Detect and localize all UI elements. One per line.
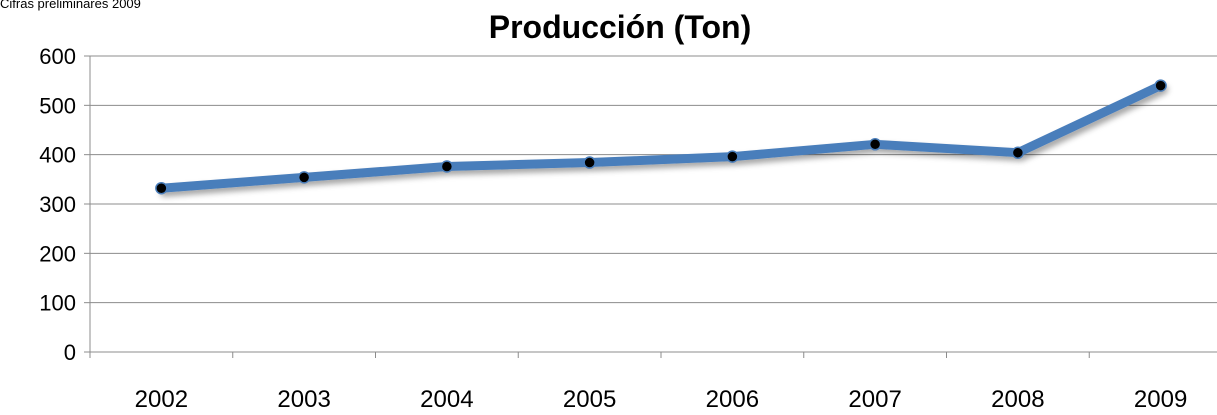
series-production [155,79,1167,195]
y-tick-label-500: 500 [39,93,76,118]
axes [84,55,1217,358]
data-point-2006 [726,150,739,163]
y-tick-label-100: 100 [39,291,76,316]
tick-labels: 0 100 200 300 400 500 600 2002 2003 2004 2005 2006 2… [39,44,1187,413]
data-point-2005 [583,156,596,169]
x-tick-label-2007: 2007 [848,386,901,413]
series-line-0 [156,81,1166,193]
footnote: Cifras preliminares 2009 [0,0,141,11]
x-tick-label-2009: 2009 [1134,386,1187,413]
y-tick-label-600: 600 [39,44,76,69]
x-tick-label-2002: 2002 [135,386,188,413]
data-point-2003 [297,171,311,184]
x-tick-label-2004: 2004 [420,386,473,413]
y-tick-label-400: 400 [39,143,76,168]
chart-title: Producción (Ton) [488,9,752,45]
gridlines [90,55,1217,304]
y-tick-label-0: 0 [64,340,76,365]
data-point-2008 [1011,146,1025,159]
data-point-2009 [1154,79,1167,92]
data-point-2002 [155,181,168,195]
x-tick-label-2005: 2005 [563,386,616,413]
x-tick-label-2008: 2008 [991,386,1044,413]
y-tick-label-300: 300 [39,192,76,217]
x-tick-label-2006: 2006 [706,386,759,413]
data-point-2004 [440,160,454,173]
data-point-2007 [868,138,882,151]
y-tick-label-200: 200 [39,241,76,266]
x-tick-label-2003: 2003 [277,386,330,413]
